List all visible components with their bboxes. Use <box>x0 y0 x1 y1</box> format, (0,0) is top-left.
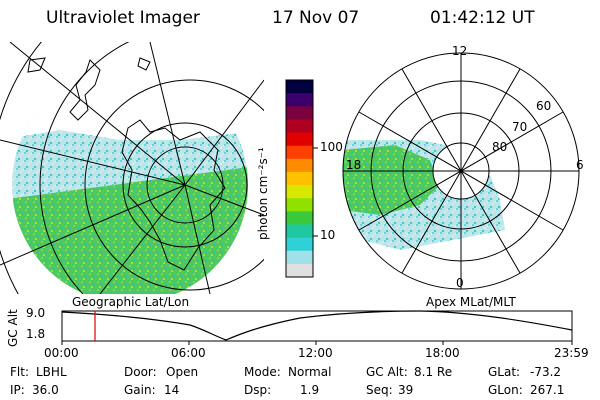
glat-value: -73.2 <box>530 365 562 379</box>
glat-label: GLat: <box>488 365 521 379</box>
colorbar-swatch <box>286 263 313 278</box>
glon-value: 267.1 <box>530 383 565 397</box>
flt-value: LBHL <box>36 365 67 379</box>
colorbar-swatch <box>286 250 313 265</box>
colorbar-swatch <box>286 158 313 173</box>
geo-caption: Geographic Lat/Lon <box>72 295 190 309</box>
gain-value: 14 <box>164 383 180 397</box>
colorbar-swatch <box>286 106 313 120</box>
apex-grid <box>342 52 580 290</box>
altitude-xtick: 12:00 <box>298 346 333 360</box>
colorbar-swatch <box>286 145 313 160</box>
colorbar <box>285 79 314 278</box>
gcalt-value: 8.1 Re <box>414 365 453 379</box>
colorbar-swatch <box>286 224 313 239</box>
glon-label: GLon: <box>488 383 523 397</box>
apex-label-dusk: 18 <box>346 158 362 172</box>
instrument-title: Ultraviolet Imager <box>46 8 200 28</box>
colorbar-frame <box>285 79 314 278</box>
mode-value: Normal <box>288 365 332 379</box>
apex-label-midnight: 0 <box>456 276 464 290</box>
ip-value: 36.0 <box>32 383 59 397</box>
door-value: Open <box>166 365 199 379</box>
colorbar-tick-100: 100 <box>320 140 343 154</box>
mode-label: Mode: <box>244 365 281 379</box>
coastline <box>121 119 226 271</box>
altitude-plot <box>61 310 573 345</box>
apex-caption: Apex MLat/MLT <box>426 295 516 309</box>
altitude-xtick: 00:00 <box>44 346 79 360</box>
colorbar-swatch <box>286 80 313 94</box>
altitude-ylabel: GC Alt <box>6 309 20 347</box>
altitude-xtick: 18:00 <box>425 346 460 360</box>
door-label: Door: <box>124 365 157 379</box>
colorbar-tick-10: 10 <box>320 228 336 242</box>
colorbar-swatch <box>286 132 313 147</box>
colorbar-swatch <box>286 237 313 252</box>
altitude-curve <box>61 310 573 341</box>
apex-label-dawn: 6 <box>576 158 584 172</box>
time-label: 01:42:12 UT <box>430 8 535 28</box>
date-label: 17 Nov 07 <box>272 8 360 28</box>
seq-value: 39 <box>398 383 414 397</box>
flt-label: Flt: <box>10 365 29 379</box>
colorbar-swatch <box>286 171 313 186</box>
colorbar-swatch <box>286 185 313 199</box>
colorbar-swatch <box>286 198 313 212</box>
altitude-xtick: 23:59 <box>554 346 589 360</box>
apex-label-lat60: 60 <box>536 99 552 113</box>
apex-label-lat70: 70 <box>512 120 528 134</box>
ip-label: IP: <box>10 383 25 397</box>
geographic-panel <box>0 42 264 294</box>
colorbar-swatch <box>286 93 313 107</box>
altitude-ytick-low: 1.8 <box>26 327 46 341</box>
geo-grid <box>0 42 264 294</box>
dsp-value: 1.9 <box>300 383 320 397</box>
altitude-ytick-high: 9.0 <box>26 306 46 320</box>
colorbar-swatch <box>286 211 313 225</box>
gcalt-label: GC Alt: <box>366 365 408 379</box>
gain-label: Gain: <box>124 383 156 397</box>
apex-label-noon: 12 <box>452 44 468 58</box>
apex-label-lat80: 80 <box>492 140 508 154</box>
colorbar-swatch <box>286 119 313 134</box>
dsp-label: Dsp: <box>244 383 272 397</box>
seq-label: Seq: <box>366 383 393 397</box>
apex-panel <box>342 52 580 290</box>
altitude-xtick: 06:00 <box>171 346 206 360</box>
colorbar-label: photon cm⁻²s⁻¹ <box>256 147 270 240</box>
aurora-oval-bright <box>12 165 248 294</box>
